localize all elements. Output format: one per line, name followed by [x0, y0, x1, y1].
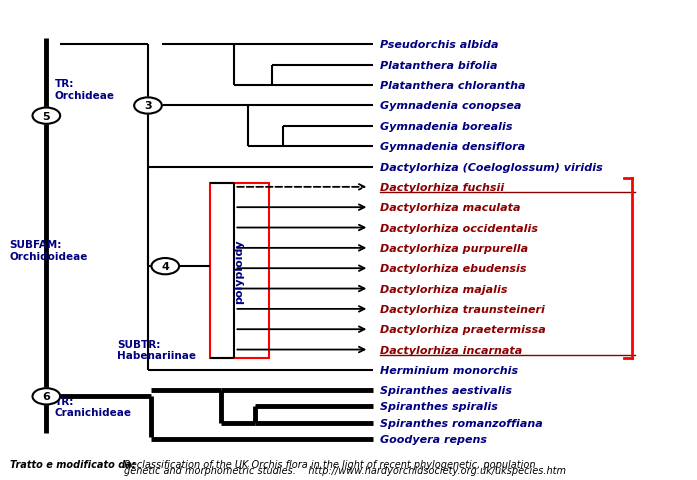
Text: Dactylorhiza incarnata: Dactylorhiza incarnata — [380, 345, 522, 355]
Text: Dactylorhiza fuchsii: Dactylorhiza fuchsii — [380, 182, 504, 192]
Text: TR:
Cranichideae: TR: Cranichideae — [54, 396, 132, 418]
Text: 5: 5 — [43, 111, 50, 121]
Text: 3: 3 — [144, 101, 152, 111]
Text: TR:
Orchideae: TR: Orchideae — [54, 79, 114, 101]
Text: Dactylorhiza ebudensis: Dactylorhiza ebudensis — [380, 264, 526, 274]
Text: Dactylorhiza (Coeloglossum) viridis: Dactylorhiza (Coeloglossum) viridis — [380, 162, 602, 172]
Text: Dactylorhiza maculata: Dactylorhiza maculata — [380, 203, 520, 213]
Text: Gymnadenia conopsea: Gymnadenia conopsea — [380, 101, 521, 111]
Text: Tratto e modificato da:: Tratto e modificato da: — [10, 458, 135, 468]
Text: Spiranthes aestivalis: Spiranthes aestivalis — [380, 385, 512, 396]
Text: Spiranthes spiralis: Spiranthes spiralis — [380, 402, 498, 412]
Circle shape — [33, 108, 60, 124]
Text: polyploidy: polyploidy — [235, 239, 245, 303]
Bar — [210, 183, 269, 358]
Text: genetic and morphometric studies.    http://www.hardyorchidsociety.org.uk/ukspec: genetic and morphometric studies. http:/… — [124, 466, 566, 476]
Text: Gymnadenia densiflora: Gymnadenia densiflora — [380, 142, 525, 152]
Text: Dactylorhiza purpurella: Dactylorhiza purpurella — [380, 243, 528, 253]
Text: Dactylorhiza traunsteineri: Dactylorhiza traunsteineri — [380, 304, 544, 314]
Text: Dactylorhiza majalis: Dactylorhiza majalis — [380, 284, 507, 294]
Text: Pseudorchis albida: Pseudorchis albida — [380, 40, 498, 50]
Text: Reclassification of the UK Orchis flora in the light of recent phylogenetic, pop: Reclassification of the UK Orchis flora … — [124, 458, 535, 468]
Circle shape — [134, 98, 162, 114]
Text: Platanthera chlorantha: Platanthera chlorantha — [380, 81, 525, 91]
Text: Gymnadenia borealis: Gymnadenia borealis — [380, 121, 512, 132]
Text: Dactylorhiza occidentalis: Dactylorhiza occidentalis — [380, 223, 537, 233]
Circle shape — [151, 259, 179, 275]
Circle shape — [33, 388, 60, 405]
Text: 4: 4 — [161, 262, 169, 272]
Text: Spiranthes romanzoffiana: Spiranthes romanzoffiana — [380, 418, 542, 428]
Text: SUBFAM:
Orchidoideae: SUBFAM: Orchidoideae — [10, 240, 88, 261]
Text: Herminium monorchis: Herminium monorchis — [380, 365, 518, 375]
Text: Goodyera repens: Goodyera repens — [380, 434, 487, 444]
Text: 6: 6 — [43, 392, 50, 401]
Text: Platanthera bifolia: Platanthera bifolia — [380, 60, 497, 71]
Text: Dactylorhiza praetermissa: Dactylorhiza praetermissa — [380, 324, 545, 335]
Text: SUBTR:
Habenariinae: SUBTR: Habenariinae — [117, 339, 196, 360]
